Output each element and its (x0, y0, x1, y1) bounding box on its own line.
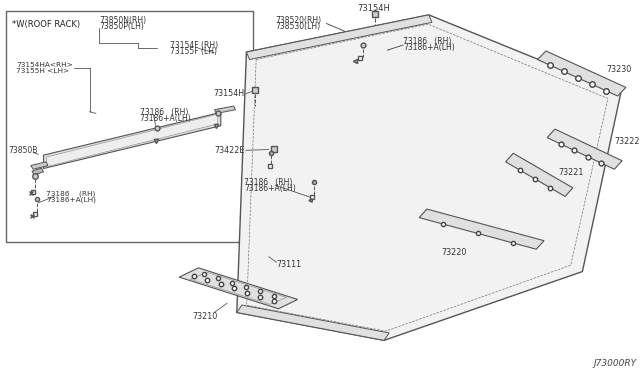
Text: 73221: 73221 (558, 169, 584, 177)
Text: 73154F (RH): 73154F (RH) (170, 41, 218, 50)
Text: 73186   (RH): 73186 (RH) (140, 108, 188, 117)
Text: 738530(LH): 738530(LH) (275, 22, 321, 31)
Polygon shape (506, 153, 573, 196)
Polygon shape (237, 15, 621, 340)
Polygon shape (538, 51, 626, 96)
Text: 73155F (LH): 73155F (LH) (170, 47, 216, 56)
Text: 73111: 73111 (276, 260, 301, 269)
Text: J73000RY: J73000RY (594, 359, 637, 368)
Polygon shape (214, 106, 236, 113)
Text: 73186+A(LH): 73186+A(LH) (244, 184, 296, 193)
Text: 73220: 73220 (442, 248, 467, 257)
Polygon shape (44, 112, 221, 169)
Polygon shape (246, 15, 432, 60)
Text: 73210: 73210 (192, 312, 218, 321)
Polygon shape (32, 168, 44, 175)
Text: 73230: 73230 (607, 65, 632, 74)
Text: 73422E: 73422E (214, 146, 244, 155)
Text: 73154H: 73154H (357, 4, 390, 13)
Text: 73186   (RH): 73186 (RH) (403, 37, 452, 46)
Text: *W(ROOF RACK): *W(ROOF RACK) (12, 20, 79, 29)
Text: 73186   (RH): 73186 (RH) (244, 178, 293, 187)
Polygon shape (31, 162, 48, 169)
Text: 73222: 73222 (614, 137, 640, 146)
Polygon shape (179, 268, 298, 309)
Polygon shape (547, 129, 622, 169)
Polygon shape (419, 209, 544, 249)
Text: 738520(RH): 738520(RH) (275, 16, 321, 25)
Text: 73186+A(LH): 73186+A(LH) (140, 114, 191, 123)
Polygon shape (47, 114, 218, 167)
Bar (6, 11, 253, 242)
Text: 73850P(LH): 73850P(LH) (99, 22, 144, 31)
Text: 73186+A(LH): 73186+A(LH) (46, 196, 96, 203)
Polygon shape (237, 305, 389, 340)
Text: 73154H: 73154H (213, 89, 244, 98)
Text: 73850N(RH): 73850N(RH) (99, 16, 147, 25)
Text: 73850B: 73850B (8, 146, 38, 155)
Text: 73186+A(LH): 73186+A(LH) (403, 44, 455, 52)
Text: 73154HA<RH>: 73154HA<RH> (16, 62, 73, 68)
Text: 73186    (RH): 73186 (RH) (46, 190, 95, 197)
Text: 73155H <LH>: 73155H <LH> (16, 68, 69, 74)
